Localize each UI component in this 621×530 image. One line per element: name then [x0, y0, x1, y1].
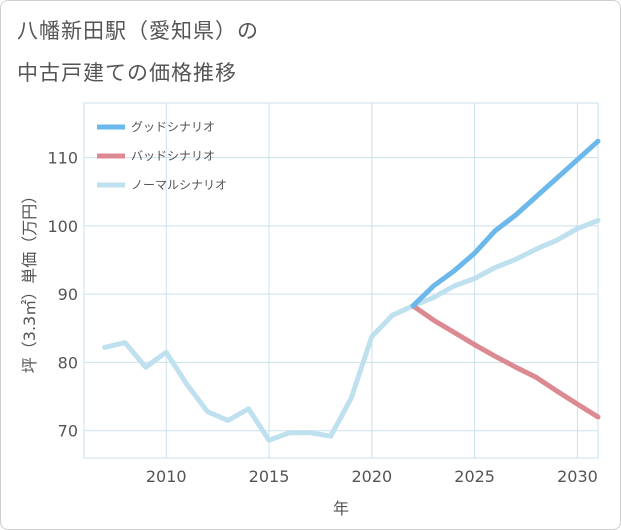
x-tick-label: 2010 — [146, 467, 187, 486]
y-tick-label: 110 — [47, 149, 78, 168]
plot-frame — [83, 102, 599, 459]
series-line — [410, 138, 601, 309]
legend-label: バッドシナリオ — [131, 149, 215, 163]
y-tick-label: 80 — [58, 353, 78, 372]
series-line — [102, 217, 601, 443]
grid — [83, 102, 599, 459]
y-tick-label: 100 — [47, 217, 78, 236]
x-tick-label: 2020 — [351, 467, 392, 486]
legend-label: ノーマルシナリオ — [131, 178, 227, 192]
series-line — [410, 303, 601, 420]
y-tick-label: 70 — [58, 422, 78, 441]
x-tick-label: 2030 — [557, 467, 598, 486]
series-lines — [102, 138, 601, 443]
legend-label: グッドシナリオ — [131, 120, 215, 134]
x-tick-label: 2015 — [249, 467, 290, 486]
y-axis-label: 坪（3.3㎡）単価（万円） — [20, 188, 39, 373]
x-tick-label: 2025 — [454, 467, 495, 486]
chart-title-line-2: 中古戸建ての価格推移 — [17, 61, 237, 85]
chart-title-line-1: 八幡新田駅（愛知県）の — [17, 19, 259, 43]
axis-ticks: 2010 2015 2020 2025 2030 70 80 90 100 110 — [47, 149, 597, 486]
x-axis-label: 年 — [333, 499, 349, 518]
y-tick-label: 90 — [58, 285, 78, 304]
